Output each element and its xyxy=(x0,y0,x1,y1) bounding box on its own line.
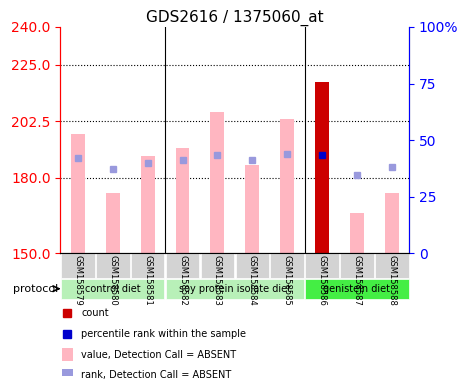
Text: GSM158585: GSM158585 xyxy=(283,255,292,306)
Text: soy protein isolate diet: soy protein isolate diet xyxy=(179,284,291,294)
Bar xyxy=(350,213,364,253)
Bar xyxy=(106,193,120,253)
FancyBboxPatch shape xyxy=(166,253,199,278)
Text: GSM158581: GSM158581 xyxy=(143,255,152,306)
FancyBboxPatch shape xyxy=(61,279,165,299)
Text: protocol: protocol xyxy=(13,284,59,294)
Text: rank, Detection Call = ABSENT: rank, Detection Call = ABSENT xyxy=(81,370,232,380)
FancyBboxPatch shape xyxy=(270,253,304,278)
FancyBboxPatch shape xyxy=(96,253,129,278)
Text: GSM158582: GSM158582 xyxy=(178,255,187,306)
Text: GSM158587: GSM158587 xyxy=(352,255,361,306)
Bar xyxy=(175,148,189,253)
Bar xyxy=(385,193,399,253)
FancyBboxPatch shape xyxy=(235,253,269,278)
Text: GSM158580: GSM158580 xyxy=(108,255,117,306)
FancyBboxPatch shape xyxy=(375,253,408,278)
Text: value, Detection Call = ABSENT: value, Detection Call = ABSENT xyxy=(81,349,237,359)
Text: GSM158583: GSM158583 xyxy=(213,255,222,306)
Bar xyxy=(71,134,85,253)
Bar xyxy=(315,82,329,253)
Text: GSM158588: GSM158588 xyxy=(387,255,396,306)
Text: percentile rank within the sample: percentile rank within the sample xyxy=(81,329,246,339)
FancyBboxPatch shape xyxy=(305,279,408,299)
Bar xyxy=(140,157,154,253)
Text: count: count xyxy=(81,308,109,318)
Bar xyxy=(210,113,225,253)
FancyBboxPatch shape xyxy=(201,253,234,278)
FancyBboxPatch shape xyxy=(340,253,374,278)
Bar xyxy=(280,119,294,253)
Text: GSM158579: GSM158579 xyxy=(73,255,82,306)
Text: control diet: control diet xyxy=(85,284,140,294)
Title: GDS2616 / 1375060_at: GDS2616 / 1375060_at xyxy=(146,9,324,25)
Text: GSM158584: GSM158584 xyxy=(248,255,257,306)
FancyBboxPatch shape xyxy=(61,253,95,278)
FancyBboxPatch shape xyxy=(131,253,165,278)
Bar xyxy=(62,348,73,361)
FancyBboxPatch shape xyxy=(166,279,304,299)
Text: genistein diet: genistein diet xyxy=(323,284,391,294)
Text: GSM158586: GSM158586 xyxy=(318,255,326,306)
Bar xyxy=(62,369,73,381)
Bar xyxy=(246,165,259,253)
FancyBboxPatch shape xyxy=(305,253,339,278)
